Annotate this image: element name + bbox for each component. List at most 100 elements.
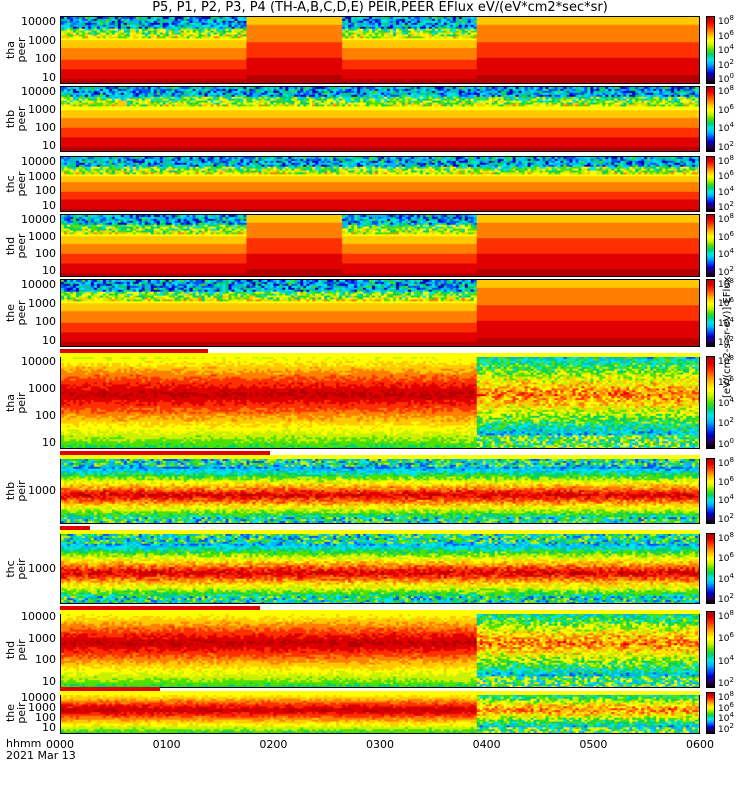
spectrogram-tha-peer — [61, 17, 699, 83]
panel-thc-peir — [60, 533, 700, 604]
y-tick-label: 1000 — [28, 103, 56, 116]
colorbar-tick-label: 108 — [718, 212, 734, 225]
mode-flag-bar — [60, 691, 700, 695]
colorbar-tick-label: 108 — [718, 456, 734, 469]
colorbar-tick-label: 100 — [718, 437, 734, 450]
y-tick-label: 100 — [35, 711, 56, 724]
colorbar-tick-label: 106 — [718, 102, 734, 116]
colorbar — [706, 279, 715, 347]
y-tick-label: 10000 — [21, 213, 56, 226]
panel-tha-peir — [60, 356, 700, 449]
colorbar-tick-label: 106 — [718, 700, 734, 714]
colorbar-tick-label: 104 — [718, 653, 734, 667]
colorbar-tick-label: 102 — [718, 722, 734, 735]
y-tick-label: 10000 — [21, 85, 56, 98]
spectrogram-the-peir — [61, 693, 699, 733]
spectrogram-tha-peir — [61, 357, 699, 448]
colorbar-tick-label: 102 — [718, 592, 734, 605]
panel-thc-peer — [60, 156, 700, 212]
colorbar-tick-label: 106 — [718, 229, 734, 243]
colorbar-tick-label: 104 — [718, 571, 734, 585]
y-tick-label: 100 — [35, 121, 56, 134]
y-tick-label: 100 — [35, 653, 56, 667]
y-tick-label: 10 — [42, 436, 56, 449]
x-tick-label: 0200 — [259, 738, 288, 751]
colorbar-tick-label: 104 — [718, 43, 734, 56]
colorbar — [706, 611, 715, 688]
y-tick-label: 10 — [42, 199, 56, 212]
colorbar — [706, 86, 715, 152]
colorbar-tick-label: 102 — [718, 140, 734, 153]
spectrogram-thc-peir — [61, 534, 699, 603]
colorbar-tick-label: 104 — [718, 711, 734, 725]
colorbar-tick-label: 106 — [718, 374, 734, 388]
colorbar-tick-label: 108 — [718, 609, 734, 622]
colorbar — [706, 692, 715, 734]
colorbar-tick-label: 106 — [718, 28, 734, 42]
mode-flag-bar — [60, 526, 90, 530]
colorbar-tick-label: 108 — [718, 84, 734, 97]
x-tick-label: 0600 — [686, 738, 714, 751]
spectrogram-thc-peer — [61, 157, 699, 211]
colorbar-tick-label: 104 — [718, 121, 734, 135]
y-tick-label: 10 — [42, 264, 56, 277]
y-tick-label: 10000 — [21, 610, 56, 623]
chart-title: P5, P1, P2, P3, P4 (TH-A,B,C,D,E) PEIR,P… — [152, 0, 608, 15]
mode-flag-bar — [60, 353, 700, 357]
y-tick-label: 100 — [35, 184, 56, 198]
panel-thd-peir — [60, 611, 700, 688]
colorbar-tick-label: 102 — [718, 416, 734, 430]
y-tick-label: 10 — [42, 675, 56, 688]
colorbar-tick-label: 108 — [718, 277, 734, 290]
y-tick-label: 1000 — [28, 484, 56, 497]
panel-thb-peer — [60, 86, 700, 152]
y-tick-label: 100 — [35, 52, 56, 66]
y-tick-label: 1000 — [28, 169, 56, 183]
panel-the-peer — [60, 279, 700, 347]
colorbar-tick-label: 108 — [718, 690, 734, 703]
colorbar-tick-label: 106 — [718, 551, 734, 565]
x-axis-label: hhmm — [6, 737, 42, 750]
y-tick-label: 100 — [35, 409, 56, 422]
x-tick-label: 0000 — [46, 738, 74, 751]
colorbar — [706, 458, 715, 524]
spectrogram-the-peer — [61, 280, 699, 346]
y-tick-label: 10000 — [21, 15, 56, 28]
colorbar — [706, 533, 715, 604]
colorbar-tick-label: 106 — [718, 296, 734, 310]
mode-flag-bar — [60, 606, 260, 610]
y-tick-label: 10000 — [21, 278, 56, 291]
x-tick-label: 0500 — [579, 738, 608, 751]
colorbar-tick-label: 104 — [718, 247, 734, 261]
colorbar-tick-label: 102 — [718, 200, 734, 213]
y-tick-label: 10 — [42, 139, 56, 152]
colorbar-tick-label: 104 — [718, 315, 734, 329]
panel-thb-peir — [60, 458, 700, 524]
colorbar-tick-label: 102 — [718, 265, 734, 278]
colorbar — [706, 16, 715, 84]
spectrogram-thb-peer — [61, 87, 699, 151]
spectrogram-thd-peir — [61, 612, 699, 687]
x-tick-label: 0400 — [472, 738, 501, 751]
spectrogram-thb-peir — [61, 459, 699, 523]
colorbar-tick-label: 108 — [718, 354, 734, 367]
y-tick-label: 1000 — [28, 33, 56, 47]
colorbar-tick-label: 108 — [718, 154, 734, 167]
y-tick-label: 1000 — [28, 701, 56, 714]
colorbar-tick-label: 108 — [718, 531, 734, 544]
y-tick-label: 1000 — [28, 382, 56, 395]
colorbar — [706, 356, 715, 449]
colorbar-tick-label: 102 — [718, 57, 734, 71]
y-tick-label: 1000 — [28, 296, 56, 310]
x-tick-label: 0100 — [152, 738, 181, 751]
mode-flag-bar — [60, 687, 160, 691]
y-tick-label: 10000 — [21, 355, 56, 368]
mode-flag-bar — [60, 530, 700, 534]
colorbar-tick-label: 104 — [718, 184, 734, 198]
colorbar-tick-label: 102 — [718, 335, 734, 348]
mode-flag-bar — [60, 349, 208, 353]
colorbar-tick-label: 102 — [718, 512, 734, 525]
panel-tha-peer — [60, 16, 700, 84]
colorbar-tick-label: 100 — [718, 72, 734, 85]
panel-thd-peer — [60, 214, 700, 277]
